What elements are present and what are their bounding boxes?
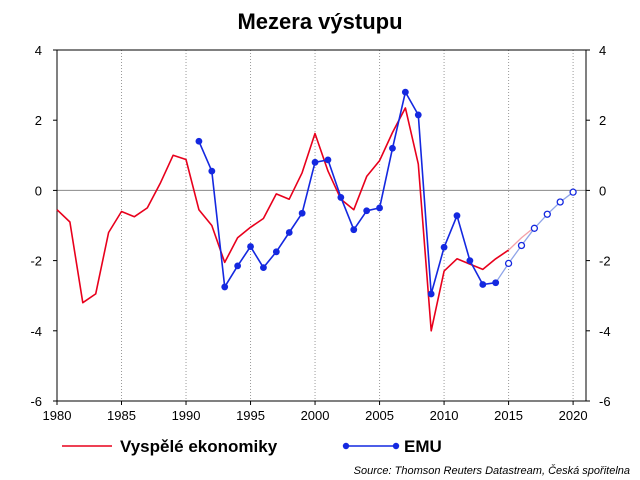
point-emu-2015 [504,259,513,268]
series-emu [195,88,577,298]
grid [121,50,574,401]
point-emu-2001 [324,156,332,164]
legend-marker-emu-start [342,442,350,450]
point-emu-2000 [311,158,319,166]
y-tick-label-right-4: 4 [599,43,606,58]
y-tick-label-right--4: -4 [599,324,611,339]
point-emu-2008 [414,111,422,119]
x-tick-label-2005: 2005 [365,408,394,423]
series-forecast-line-emu [495,191,574,284]
point-emu-1998 [285,229,293,236]
series-layer [56,88,577,332]
point-emu-1993 [221,283,229,291]
point-emu-2004 [363,207,371,215]
y-tick-label-left--6: -6 [30,394,42,409]
x-tick-label-2020: 2020 [559,408,588,423]
point-emu-1992 [208,167,216,175]
plot-frame [56,49,587,402]
point-emu-2017 [530,224,539,232]
y-tick-label-right-2: 2 [599,113,606,128]
y-tick-label-left-4: 4 [35,43,42,58]
x-tick-label-1990: 1990 [172,408,201,423]
legend-marker-emu-end [392,442,400,450]
point-emu-2005 [376,204,383,212]
x-tick-label-2000: 2000 [301,408,330,423]
point-emu-2019 [556,198,564,206]
point-emu-1991 [195,137,203,145]
point-emu-2006 [389,144,396,152]
point-emu-1999 [298,209,306,217]
point-emu-2011 [453,212,461,220]
y-tick-label-right--6: -6 [599,394,611,409]
legend-label-vyspele: Vyspělé ekonomiky [120,437,278,456]
point-emu-2014 [492,279,500,287]
point-emu-2007 [401,88,409,96]
y-tick-label-left--4: -4 [30,324,42,339]
point-emu-2010 [440,243,448,251]
x-tick-label-2015: 2015 [494,408,523,423]
series-vyspele [56,107,535,332]
point-emu-1996 [260,264,267,272]
point-emu-2013 [479,281,487,288]
point-emu-2018 [543,210,551,218]
point-emu-2002 [337,194,345,201]
point-emu-2012 [466,257,474,264]
y-tick-label-left-0: 0 [35,183,42,198]
y-tick-label-left-2: 2 [35,113,42,128]
axes: 1980 1985 1990 1995 2000 2005 2010 2015 2020-6 -6… [30,43,610,423]
y-tick-label-left--2: -2 [30,254,42,269]
point-emu-2009 [427,290,435,298]
x-tick-label-1995: 1995 [236,408,265,423]
y-tick-label-right-0: 0 [599,183,606,198]
legend-label-emu: EMU [404,437,442,456]
x-tick-label-2010: 2010 [430,408,459,423]
point-emu-2020 [569,188,577,196]
point-emu-2016 [517,241,526,250]
y-tick-label-right--2: -2 [599,254,611,269]
x-tick-label-1985: 1985 [107,408,136,423]
x-tick-label-1980: 1980 [43,408,72,423]
point-emu-1994 [234,262,242,270]
series-line-vyspele [56,107,510,332]
series-line-emu [198,91,496,295]
series-forecast-line-vyspele [508,226,535,251]
legend: Vyspělé ekonomiky EMU [62,437,442,456]
point-emu-1995 [247,243,254,250]
point-emu-2003 [350,226,358,234]
point-emu-1997 [272,248,280,256]
chart-title: Mezera výstupu [237,9,402,34]
source-note: Source: Thomson Reuters Datastream, Česk… [354,464,630,477]
